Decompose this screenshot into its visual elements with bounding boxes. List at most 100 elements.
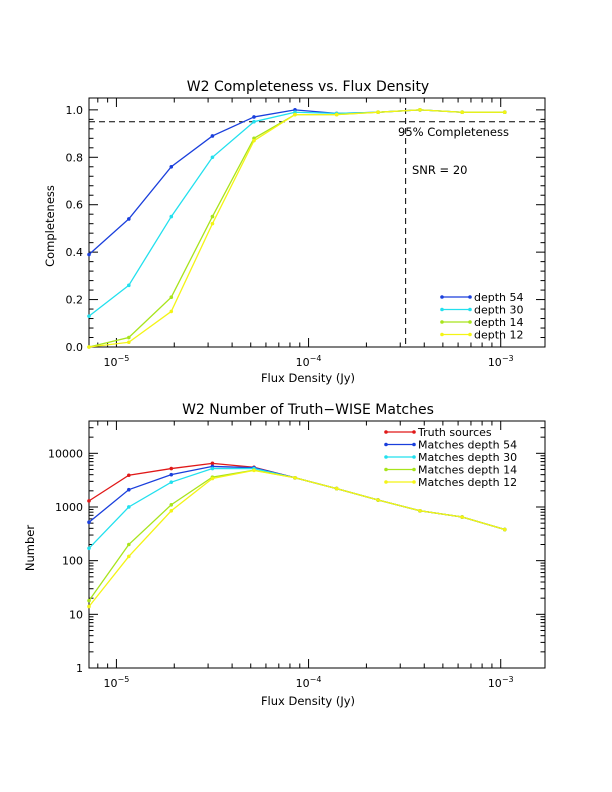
legend-marker xyxy=(384,467,388,472)
y-tick-label: 100 xyxy=(62,555,83,568)
data-point xyxy=(169,508,174,513)
x-tick-label: 10−5 xyxy=(104,675,130,690)
data-point xyxy=(169,502,174,507)
data-point xyxy=(210,466,215,471)
data-point xyxy=(376,498,380,502)
data-point xyxy=(87,598,91,603)
data-point xyxy=(293,112,297,117)
legend-marker xyxy=(384,480,388,484)
legend-label: depth 12 xyxy=(474,329,524,342)
data-point xyxy=(126,217,131,221)
y-tick-label: 0.4 xyxy=(66,246,84,259)
data-point xyxy=(87,345,91,349)
legend-label: Matches depth 12 xyxy=(418,476,517,489)
data-point xyxy=(169,164,174,169)
chart-title: W2 Number of Truth−WISE Matches xyxy=(182,402,434,418)
legend-marker xyxy=(440,307,444,312)
vline-label: SNR = 20 xyxy=(412,163,467,177)
legend-marker xyxy=(440,320,444,324)
legend-label: Matches depth 30 xyxy=(418,451,517,464)
data-point xyxy=(210,221,215,226)
data-point xyxy=(126,542,131,547)
x-tick-label: 10−4 xyxy=(296,675,322,690)
data-point xyxy=(169,214,174,219)
data-point xyxy=(418,108,422,112)
x-axis-label: Flux Density (Jy) xyxy=(261,694,355,708)
data-point xyxy=(126,554,131,559)
data-point xyxy=(210,155,215,160)
data-point xyxy=(210,134,215,138)
data-point xyxy=(126,473,131,478)
data-point xyxy=(169,309,174,314)
y-tick-label: 1 xyxy=(76,662,83,675)
legend-marker xyxy=(412,430,416,434)
legend-label: Truth sources xyxy=(417,426,492,439)
data-point xyxy=(502,527,507,532)
legend-marker xyxy=(468,320,472,324)
matches-chart: W2 Number of Truth−WISE Matches 10−5 10−4… xyxy=(23,402,546,708)
data-point xyxy=(87,252,91,257)
series-line xyxy=(88,109,505,348)
y-tick-label: 1000 xyxy=(55,501,83,514)
data-point xyxy=(126,340,131,345)
data-point xyxy=(169,480,174,484)
x-tick-label: 10−3 xyxy=(488,675,514,690)
data-point xyxy=(252,138,256,143)
legend-label: depth 54 xyxy=(474,291,524,304)
x-tick-label: 10−3 xyxy=(488,354,514,369)
legend-marker xyxy=(468,295,472,299)
data-point xyxy=(252,115,256,119)
data-point xyxy=(87,499,91,503)
series-line xyxy=(88,109,505,317)
legend-marker xyxy=(412,442,416,447)
y-tick-label: 10000 xyxy=(48,447,83,460)
legend-marker xyxy=(440,295,444,299)
legend-marker xyxy=(440,332,444,337)
data-point xyxy=(169,466,174,471)
data-point xyxy=(460,515,464,519)
completeness-chart: W2 Completeness vs. Flux Density 10−5 10−… xyxy=(43,79,546,385)
series-line xyxy=(88,469,505,602)
hline-label: 95% Completeness xyxy=(398,125,509,139)
data-point xyxy=(252,119,256,124)
legend-marker xyxy=(412,455,416,459)
y-tick-label: 1.0 xyxy=(66,104,84,117)
y-axis-label: Completeness xyxy=(43,185,57,267)
legend-marker xyxy=(468,332,472,337)
y-tick-label: 0.0 xyxy=(66,341,84,354)
y-tick-label: 0.6 xyxy=(66,199,84,212)
y-tick-label: 0.2 xyxy=(66,294,84,307)
data-point xyxy=(460,110,464,115)
data-point xyxy=(210,476,215,481)
legend-label: depth 30 xyxy=(474,304,524,317)
x-tick-label: 10−5 xyxy=(104,354,130,369)
data-point xyxy=(126,487,131,492)
data-point xyxy=(334,112,339,117)
data-point xyxy=(418,508,422,513)
data-point xyxy=(376,110,380,115)
legend-marker xyxy=(384,455,388,459)
legend-label: depth 14 xyxy=(474,316,524,329)
y-axis-label: Number xyxy=(23,525,37,571)
legend-marker xyxy=(468,307,472,312)
data-point xyxy=(169,295,174,300)
legend-label: Matches depth 54 xyxy=(418,439,517,452)
data-point xyxy=(87,520,91,525)
legend-marker xyxy=(412,480,416,484)
chart-title: W2 Completeness vs. Flux Density xyxy=(187,79,429,95)
data-point xyxy=(502,110,507,115)
data-point xyxy=(87,546,91,551)
data-point xyxy=(210,214,215,219)
x-tick-label: 10−4 xyxy=(296,354,322,369)
data-point xyxy=(126,505,131,509)
data-point xyxy=(210,461,215,466)
y-tick-label: 10 xyxy=(69,608,83,621)
legend-marker xyxy=(384,430,388,434)
data-point xyxy=(126,335,131,340)
plot-frame xyxy=(88,97,546,348)
y-tick-label: 0.8 xyxy=(66,151,84,164)
series-line xyxy=(88,109,505,348)
series-line xyxy=(88,469,505,607)
data-point xyxy=(293,475,297,480)
